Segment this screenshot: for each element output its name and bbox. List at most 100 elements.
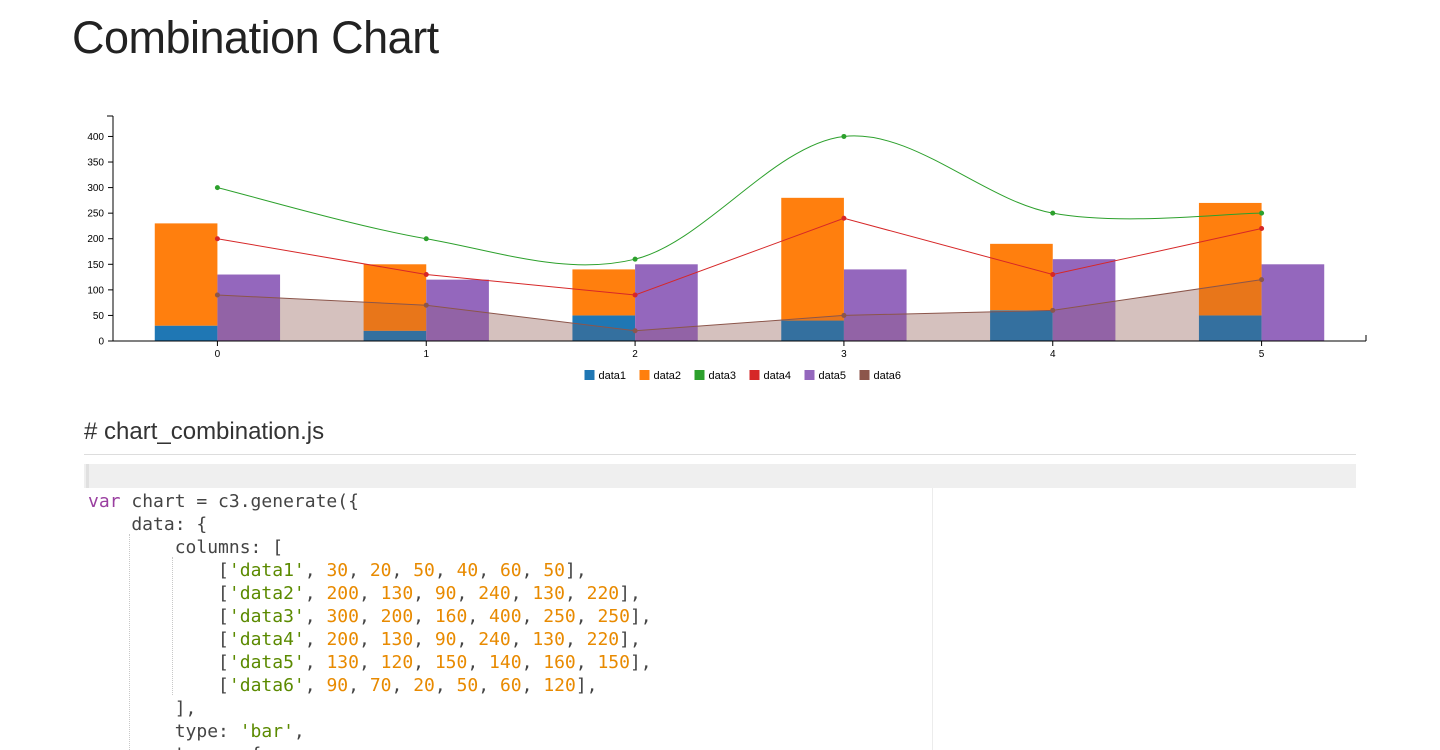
code-token: [ [88,629,229,650]
legend-item-data1[interactable]: data1 [584,370,627,382]
code-token: , [456,583,479,604]
legend-label-data6: data6 [874,370,902,382]
legend-label-data3: data3 [709,370,737,382]
data4-point [1259,226,1265,231]
data6-point [423,302,429,308]
bar-layer [154,197,1325,341]
code-token: 'data1' [228,560,305,581]
code-token: ], [629,606,652,627]
code-toolbar [84,464,1356,488]
code-token: , [564,629,587,650]
data6-point [632,328,638,334]
code-token: , [304,629,327,650]
y-tick-label: 100 [87,285,104,296]
data4-point [1050,272,1056,278]
code-token: , [413,606,435,627]
code-token: 120 [543,675,576,696]
code-token: 130 [380,629,414,650]
code-token: 'data5' [228,652,305,673]
data6-area-overlay [217,279,1262,341]
code-token: 150 [597,652,630,673]
x-tick-label: 0 [215,349,221,360]
code-token: 130 [380,583,414,604]
code-token: 50 [456,675,479,696]
code-token: ], [619,583,641,604]
code-token: , [467,652,490,673]
code-token: 140 [489,652,522,673]
code-token: , [358,583,381,604]
legend-swatch-data2 [639,370,650,380]
code-token: 130 [532,583,565,604]
code-token: 250 [597,606,630,627]
code-token: 60 [499,560,522,581]
code-token: 130 [532,629,565,650]
code-token: 220 [586,629,620,650]
x-tick-label: 5 [1259,349,1265,360]
code-token: 'data6' [228,675,305,696]
data2-bar [781,197,844,321]
code-toolbar-edge [86,464,89,488]
code-token: columns: [ [88,537,284,558]
y-tick-label: 250 [87,209,104,220]
legend-swatch-data5 [804,370,815,380]
code-token: , [434,675,457,696]
data3-point [1259,210,1265,216]
code-divider [932,488,933,750]
data3-point [841,133,847,139]
code-token: 20 [369,560,392,581]
y-tick-label: 50 [93,311,105,322]
code-token: 150 [434,652,468,673]
code-token: 20 [413,675,435,696]
code-token: type: [88,721,240,742]
legend-swatch-data4 [749,370,760,380]
legend-item-data5[interactable]: data5 [804,370,847,382]
y-tick-label: 200 [87,234,104,245]
data5-bar [1052,259,1116,341]
code-block: var chart = c3.generate({ data: { column… [88,490,652,750]
x-tick-label: 3 [841,349,847,360]
code-token: [ [88,652,229,673]
code-token: 240 [478,583,511,604]
data2-bar [363,264,427,331]
code-token: 200 [380,606,414,627]
code-token: , [456,629,479,650]
code-token: , [304,606,327,627]
code-token: , [478,675,500,696]
data3-point [1050,210,1056,216]
data5-bar [426,279,489,341]
code-token: ], [619,629,641,650]
y-tick-label: 150 [87,260,104,271]
code-token: 'data2' [228,583,305,604]
data4-point [214,236,220,242]
data3-point [423,236,429,242]
legend-item-data6[interactable]: data6 [859,370,902,382]
code-line: type: 'bar', [88,721,305,742]
legend-item-data2[interactable]: data2 [639,370,682,382]
data2-bar [990,243,1053,311]
code-token: , [564,583,587,604]
legend-swatch-data1 [584,370,595,380]
legend-swatch-data3 [694,370,705,380]
code-token: , [304,583,327,604]
legend-label-data4: data4 [764,370,792,382]
code-token: , [358,606,381,627]
code-token: , [575,652,598,673]
legend-item-data4[interactable]: data4 [749,370,792,382]
code-line: ['data1', 30, 20, 50, 40, 60, 50], [88,560,587,581]
y-tick-label: 300 [87,183,104,194]
legend-label-data5: data5 [819,370,847,382]
code-token: 300 [326,606,359,627]
data1-bar [363,330,427,341]
x-tick-label: 4 [1050,349,1056,360]
data1-bar [781,320,844,341]
code-line: ['data3', 300, 200, 160, 400, 250, 250], [88,606,652,627]
data5-bar [217,274,281,341]
data2-bar [572,269,636,316]
code-token: 250 [543,606,576,627]
data5-bar [1261,264,1325,341]
legend-item-data3[interactable]: data3 [694,370,737,382]
code-token: , [478,560,500,581]
page-title: Combination Chart [72,12,439,63]
code-token: 'data4' [228,629,305,650]
